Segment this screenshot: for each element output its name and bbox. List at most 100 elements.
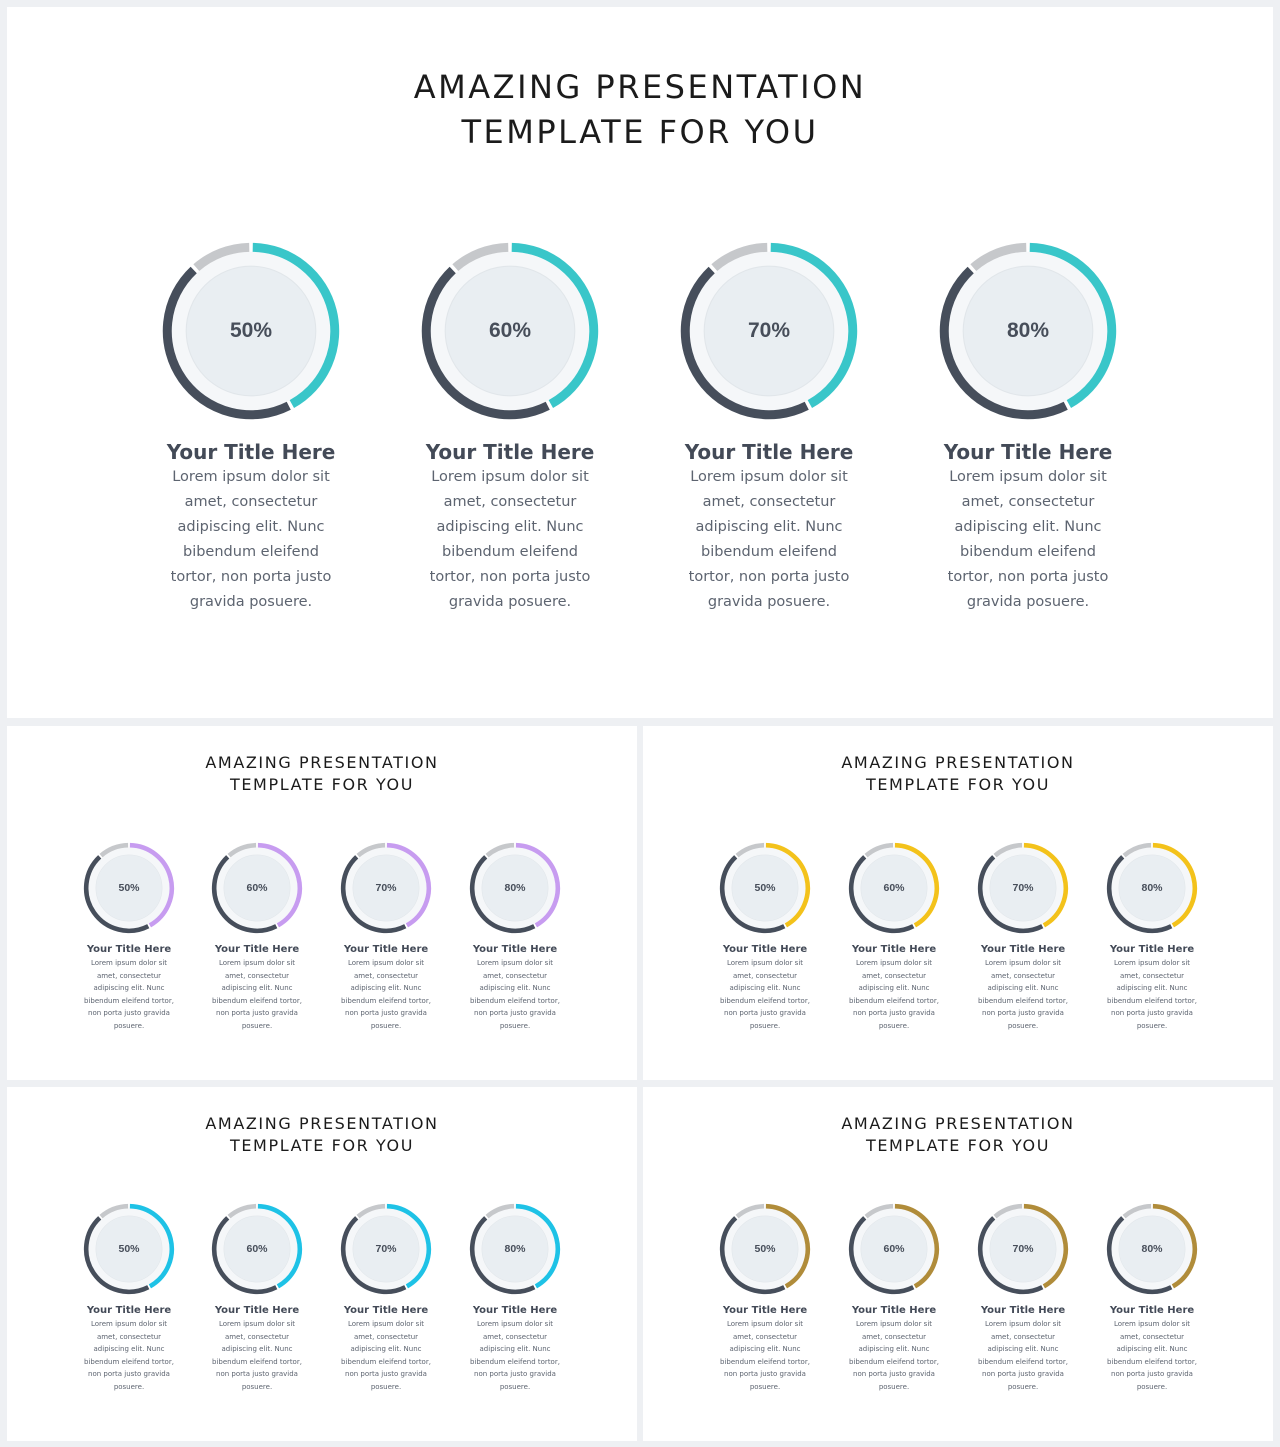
slide-heading: AMAZING PRESENTATION TEMPLATE FOR YOU [643, 752, 1273, 796]
ring-dark-arc [469, 855, 536, 934]
main-slide: AMAZING PRESENTATION TEMPLATE FOR YOU 50… [7, 7, 1273, 718]
progress-ring: 70% [679, 241, 859, 421]
progress-ring-graphic [1106, 842, 1198, 934]
progress-ring-graphic [1106, 1203, 1198, 1295]
item-title: Your Title Here [166, 440, 336, 464]
item-description: Lorem ipsum dolor sit amet, consectetur … [84, 959, 174, 1030]
progress-ring-graphic [211, 1203, 303, 1295]
heading-line-1: AMAZING PRESENTATION [841, 753, 1075, 772]
heading-line-2: TEMPLATE FOR YOU [229, 775, 415, 794]
heading-line-1: AMAZING PRESENTATION [841, 1114, 1075, 1133]
progress-ring: 50% [719, 842, 811, 934]
ring-gray-arc [356, 1203, 386, 1219]
percent-label: 60% [883, 882, 905, 894]
ring-dark-arc [719, 855, 786, 934]
item-title: Your Title Here [851, 1305, 937, 1316]
item-description: Lorem ipsum dolor sit amet, consectetur … [212, 959, 302, 1030]
ring-dark-arc [680, 266, 809, 420]
percent-label: 80% [1141, 882, 1163, 894]
item-description: Lorem ipsum dolor sit amet, consectetur … [1107, 1320, 1197, 1391]
progress-ring: 80% [469, 842, 561, 934]
ring-gray-arc [864, 842, 894, 858]
ring-gray-arc [1122, 842, 1152, 858]
ring-accent-arc [1152, 1203, 1198, 1289]
percent-label: 60% [246, 1243, 268, 1255]
ring-accent-arc [257, 842, 303, 928]
progress-ring-graphic [848, 1203, 940, 1295]
ring-gray-arc [735, 842, 765, 858]
progress-ring-graphic [162, 242, 340, 420]
progress-ring-graphic [211, 842, 303, 934]
progress-item: 50% Your Title Here Lorem ipsum dolor sit … [710, 1203, 820, 1393]
progress-ring-graphic [421, 242, 599, 420]
ring-center-disc [185, 265, 317, 397]
percent-label: 80% [1141, 1243, 1163, 1255]
item-title: Your Title Here [851, 944, 937, 955]
progress-item: 60% Your Title Here Lorem ipsum dolor sit … [410, 241, 610, 615]
slide-heading: AMAZING PRESENTATION TEMPLATE FOR YOU [7, 1113, 637, 1157]
item-description: Lorem ipsum dolor sit amet, consectetur … [212, 1320, 302, 1391]
progress-ring-graphic [939, 242, 1117, 420]
item-description: Lorem ipsum dolor sit amet, consectetur … [170, 469, 332, 610]
percent-label: 70% [1012, 882, 1034, 894]
item-title: Your Title Here [86, 944, 172, 955]
ring-gray-arc [970, 242, 1027, 272]
ring-gray-arc [227, 1203, 257, 1219]
variant-slide-gold: AMAZING PRESENTATION TEMPLATE FOR YOU 50… [643, 1087, 1273, 1441]
percent-label: 60% [246, 882, 268, 894]
ring-accent-arc [770, 242, 858, 408]
item-description: Lorem ipsum dolor sit amet, consectetur … [341, 1320, 431, 1391]
item-title: Your Title Here [1109, 1305, 1195, 1316]
ring-accent-arc [129, 1203, 175, 1289]
heading-line-1: AMAZING PRESENTATION [413, 68, 867, 106]
item-description: Lorem ipsum dolor sit amet, consectetur … [947, 469, 1109, 610]
progress-item: 80% Your Title Here Lorem ipsum dolor sit … [460, 842, 570, 1032]
ring-gray-arc [452, 242, 509, 272]
item-description: Lorem ipsum dolor sit amet, consectetur … [849, 959, 939, 1030]
ring-center-disc [223, 1215, 291, 1283]
ring-center-disc [989, 1215, 1057, 1283]
progress-ring-graphic [83, 1203, 175, 1295]
progress-ring: 70% [977, 1203, 1069, 1295]
ring-center-disc [703, 265, 835, 397]
item-description: Lorem ipsum dolor sit amet, consectetur … [978, 959, 1068, 1030]
progress-ring: 50% [719, 1203, 811, 1295]
progress-item: 60% Your Title Here Lorem ipsum dolor sit … [202, 842, 312, 1032]
item-description: Lorem ipsum dolor sit amet, consectetur … [341, 959, 431, 1030]
ring-dark-arc [83, 855, 150, 934]
item-title: Your Title Here [86, 1305, 172, 1316]
slide-heading: AMAZING PRESENTATION TEMPLATE FOR YOU [643, 1113, 1273, 1157]
item-description: Lorem ipsum dolor sit amet, consectetur … [84, 1320, 174, 1391]
progress-ring: 70% [340, 1203, 432, 1295]
progress-ring-graphic [719, 842, 811, 934]
item-description: Lorem ipsum dolor sit amet, consectetur … [978, 1320, 1068, 1391]
progress-ring: 70% [340, 842, 432, 934]
ring-dark-arc [977, 1216, 1044, 1295]
progress-ring: 50% [83, 842, 175, 934]
ring-center-disc [95, 1215, 163, 1283]
ring-accent-arc [511, 242, 599, 408]
progress-item: 50% Your Title Here Lorem ipsum dolor sit … [74, 842, 184, 1032]
item-title: Your Title Here [722, 1305, 808, 1316]
ring-center-disc [860, 1215, 928, 1283]
ring-accent-arc [1023, 1203, 1069, 1289]
progress-ring: 60% [211, 842, 303, 934]
item-title: Your Title Here [1109, 944, 1195, 955]
progress-item: 70% Your Title Here Lorem ipsum dolor sit … [331, 1203, 441, 1393]
ring-center-disc [1118, 1215, 1186, 1283]
percent-label: 80% [504, 882, 526, 894]
progress-ring-graphic [469, 842, 561, 934]
ring-accent-arc [765, 842, 811, 928]
ring-accent-arc [129, 842, 175, 928]
ring-accent-arc [1029, 242, 1117, 408]
ring-center-disc [962, 265, 1094, 397]
ring-dark-arc [162, 266, 291, 420]
ring-accent-arc [1152, 842, 1198, 928]
progress-item: 60% Your Title Here Lorem ipsum dolor sit … [202, 1203, 312, 1393]
progress-item: 70% Your Title Here Lorem ipsum dolor sit … [968, 1203, 1078, 1393]
item-description: Lorem ipsum dolor sit amet, consectetur … [720, 959, 810, 1030]
progress-ring-graphic [469, 1203, 561, 1295]
ring-center-disc [731, 854, 799, 922]
progress-item: 50% Your Title Here Lorem ipsum dolor sit … [74, 1203, 184, 1393]
item-title: Your Title Here [343, 944, 429, 955]
